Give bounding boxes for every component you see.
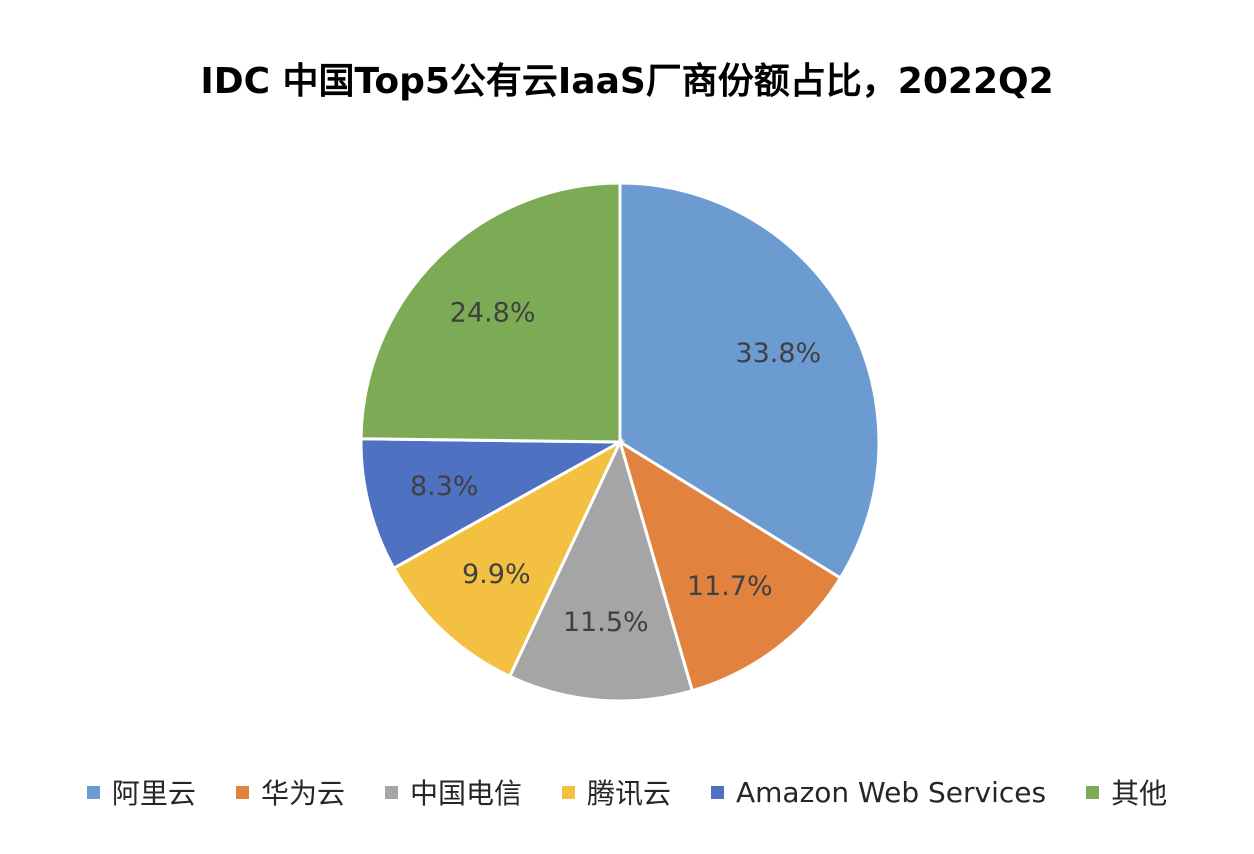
chart-title: IDC 中国Top5公有云IaaS厂商份额占比，2022Q2 — [200, 61, 1054, 102]
slice-label-4: 8.3% — [410, 471, 479, 502]
legend-swatch-0 — [86, 785, 100, 799]
legend-label-4: Amazon Web Services — [735, 775, 1047, 809]
legend-swatch-3 — [561, 785, 575, 799]
slice-label-3: 9.9% — [462, 559, 531, 590]
legend-label-3: 腾讯云 — [586, 777, 671, 810]
legend-label-0: 阿里云 — [111, 777, 196, 810]
legend-label-2: 中国电信 — [409, 777, 522, 810]
legend-item-1: 华为云 — [235, 772, 345, 812]
legend-swatch-1 — [235, 785, 249, 799]
legend-item-2: 中国电信 — [384, 772, 522, 812]
legend-item-5: 其他 — [1086, 772, 1167, 812]
legend-label-5: 其他 — [1111, 777, 1168, 810]
legend-swatch-2 — [384, 785, 398, 799]
pie-slice-5 — [359, 181, 622, 444]
slice-label-5: 24.8% — [450, 297, 536, 328]
pie-slice-4 — [359, 437, 626, 571]
slice-label-2: 11.5% — [563, 607, 649, 638]
legend-item-0: 阿里云 — [86, 772, 196, 812]
pie-slice-3 — [391, 438, 624, 679]
slice-label-1: 11.7% — [687, 571, 773, 602]
legend: 阿里云 华为云 中国电信 腾讯云 Amazon Web Services 其他 — [0, 772, 1254, 812]
legend-item-4: Amazon Web Services — [710, 775, 1047, 809]
legend-item-3: 腾讯云 — [561, 772, 671, 812]
legend-swatch-4 — [710, 785, 724, 799]
pie-slice-0 — [618, 181, 881, 581]
legend-label-1: 华为云 — [260, 777, 345, 810]
slice-label-0: 33.8% — [735, 338, 821, 369]
pie-slice-2 — [507, 437, 695, 703]
legend-swatch-5 — [1086, 785, 1100, 799]
